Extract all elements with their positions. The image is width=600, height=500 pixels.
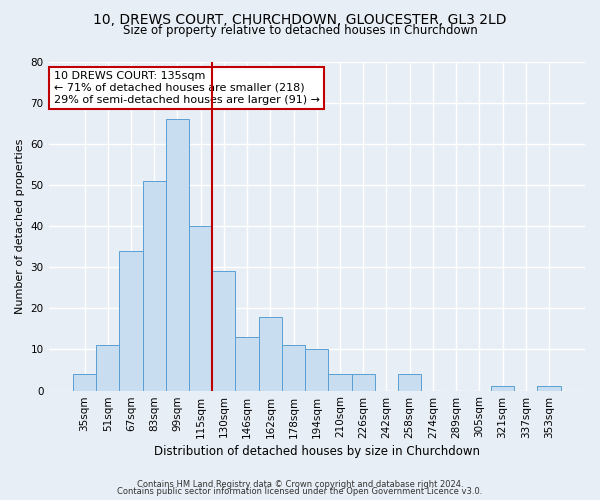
Bar bbox=[352, 374, 375, 390]
Y-axis label: Number of detached properties: Number of detached properties bbox=[15, 138, 25, 314]
Bar bbox=[235, 337, 259, 390]
Bar bbox=[73, 374, 96, 390]
Text: 10, DREWS COURT, CHURCHDOWN, GLOUCESTER, GL3 2LD: 10, DREWS COURT, CHURCHDOWN, GLOUCESTER,… bbox=[93, 12, 507, 26]
Bar bbox=[328, 374, 352, 390]
Bar bbox=[491, 386, 514, 390]
Bar bbox=[189, 226, 212, 390]
Text: Size of property relative to detached houses in Churchdown: Size of property relative to detached ho… bbox=[122, 24, 478, 37]
Text: Contains public sector information licensed under the Open Government Licence v3: Contains public sector information licen… bbox=[118, 487, 482, 496]
Bar bbox=[143, 181, 166, 390]
Bar bbox=[538, 386, 560, 390]
Bar bbox=[259, 316, 282, 390]
Bar bbox=[305, 350, 328, 391]
X-axis label: Distribution of detached houses by size in Churchdown: Distribution of detached houses by size … bbox=[154, 444, 480, 458]
Text: Contains HM Land Registry data © Crown copyright and database right 2024.: Contains HM Land Registry data © Crown c… bbox=[137, 480, 463, 489]
Bar bbox=[96, 346, 119, 391]
Bar bbox=[119, 250, 143, 390]
Bar bbox=[398, 374, 421, 390]
Bar bbox=[212, 272, 235, 390]
Text: 10 DREWS COURT: 135sqm
← 71% of detached houses are smaller (218)
29% of semi-de: 10 DREWS COURT: 135sqm ← 71% of detached… bbox=[54, 72, 320, 104]
Bar bbox=[282, 346, 305, 391]
Bar bbox=[166, 119, 189, 390]
